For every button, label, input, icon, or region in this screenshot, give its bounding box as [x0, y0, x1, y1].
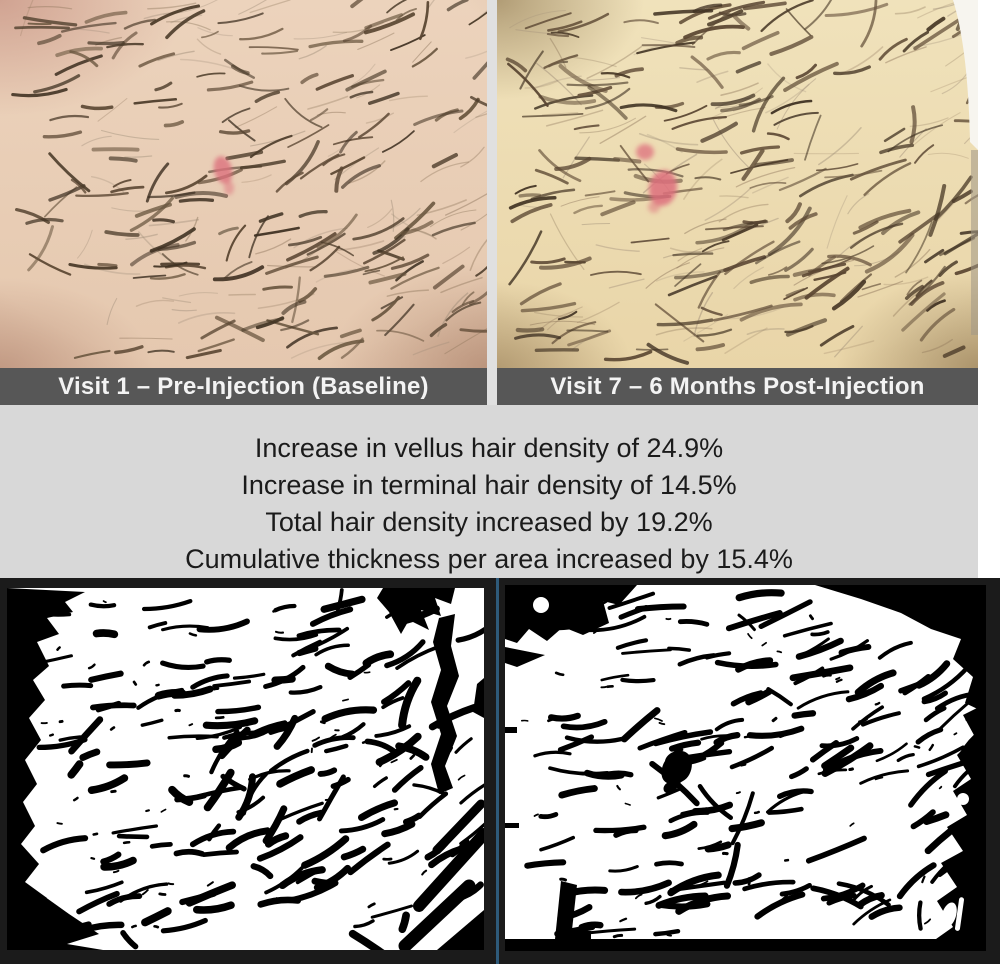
post-photo-illustration	[505, 0, 978, 365]
stat-terminal-density: Increase in terminal hair density of 14.…	[241, 470, 737, 500]
field-rim-spokes	[398, 799, 484, 950]
post-photo	[497, 0, 978, 368]
baseline-photo	[0, 0, 487, 368]
device-corner-overlay	[953, 0, 978, 335]
post-binary-image	[505, 585, 986, 951]
caption-post-label: Visit 7 – 6 Months Post-Injection	[550, 372, 925, 400]
baseline-photo-illustration	[11, 0, 487, 360]
stat-cumulative-thickness: Cumulative thickness per area increased …	[185, 544, 793, 574]
post-binary-illustration	[505, 585, 986, 951]
baseline-binary-image	[7, 588, 484, 950]
stats-band: Increase in vellus hair density of 24.9%…	[0, 405, 978, 578]
caption-post: Visit 7 – 6 Months Post-Injection	[497, 368, 978, 405]
field-rim-blobs	[505, 585, 986, 951]
baseline-binary-illustration	[7, 588, 484, 950]
panel-divider-line	[496, 578, 499, 964]
caption-baseline: Visit 1 – Pre-Injection (Baseline)	[0, 368, 487, 405]
stat-vellus-density: Increase in vellus hair density of 24.9%	[254, 433, 724, 463]
photo-gap-divider	[487, 0, 497, 405]
injection-site-marker	[636, 144, 678, 213]
stat-total-density: Total hair density increased by 19.2%	[265, 507, 713, 537]
rim-white-holes	[533, 597, 969, 931]
binary-analysis-section	[0, 578, 1000, 964]
caption-baseline-label: Visit 1 – Pre-Injection (Baseline)	[58, 372, 429, 400]
injection-site-marker	[213, 156, 234, 195]
field-rim-blobs	[7, 588, 484, 950]
